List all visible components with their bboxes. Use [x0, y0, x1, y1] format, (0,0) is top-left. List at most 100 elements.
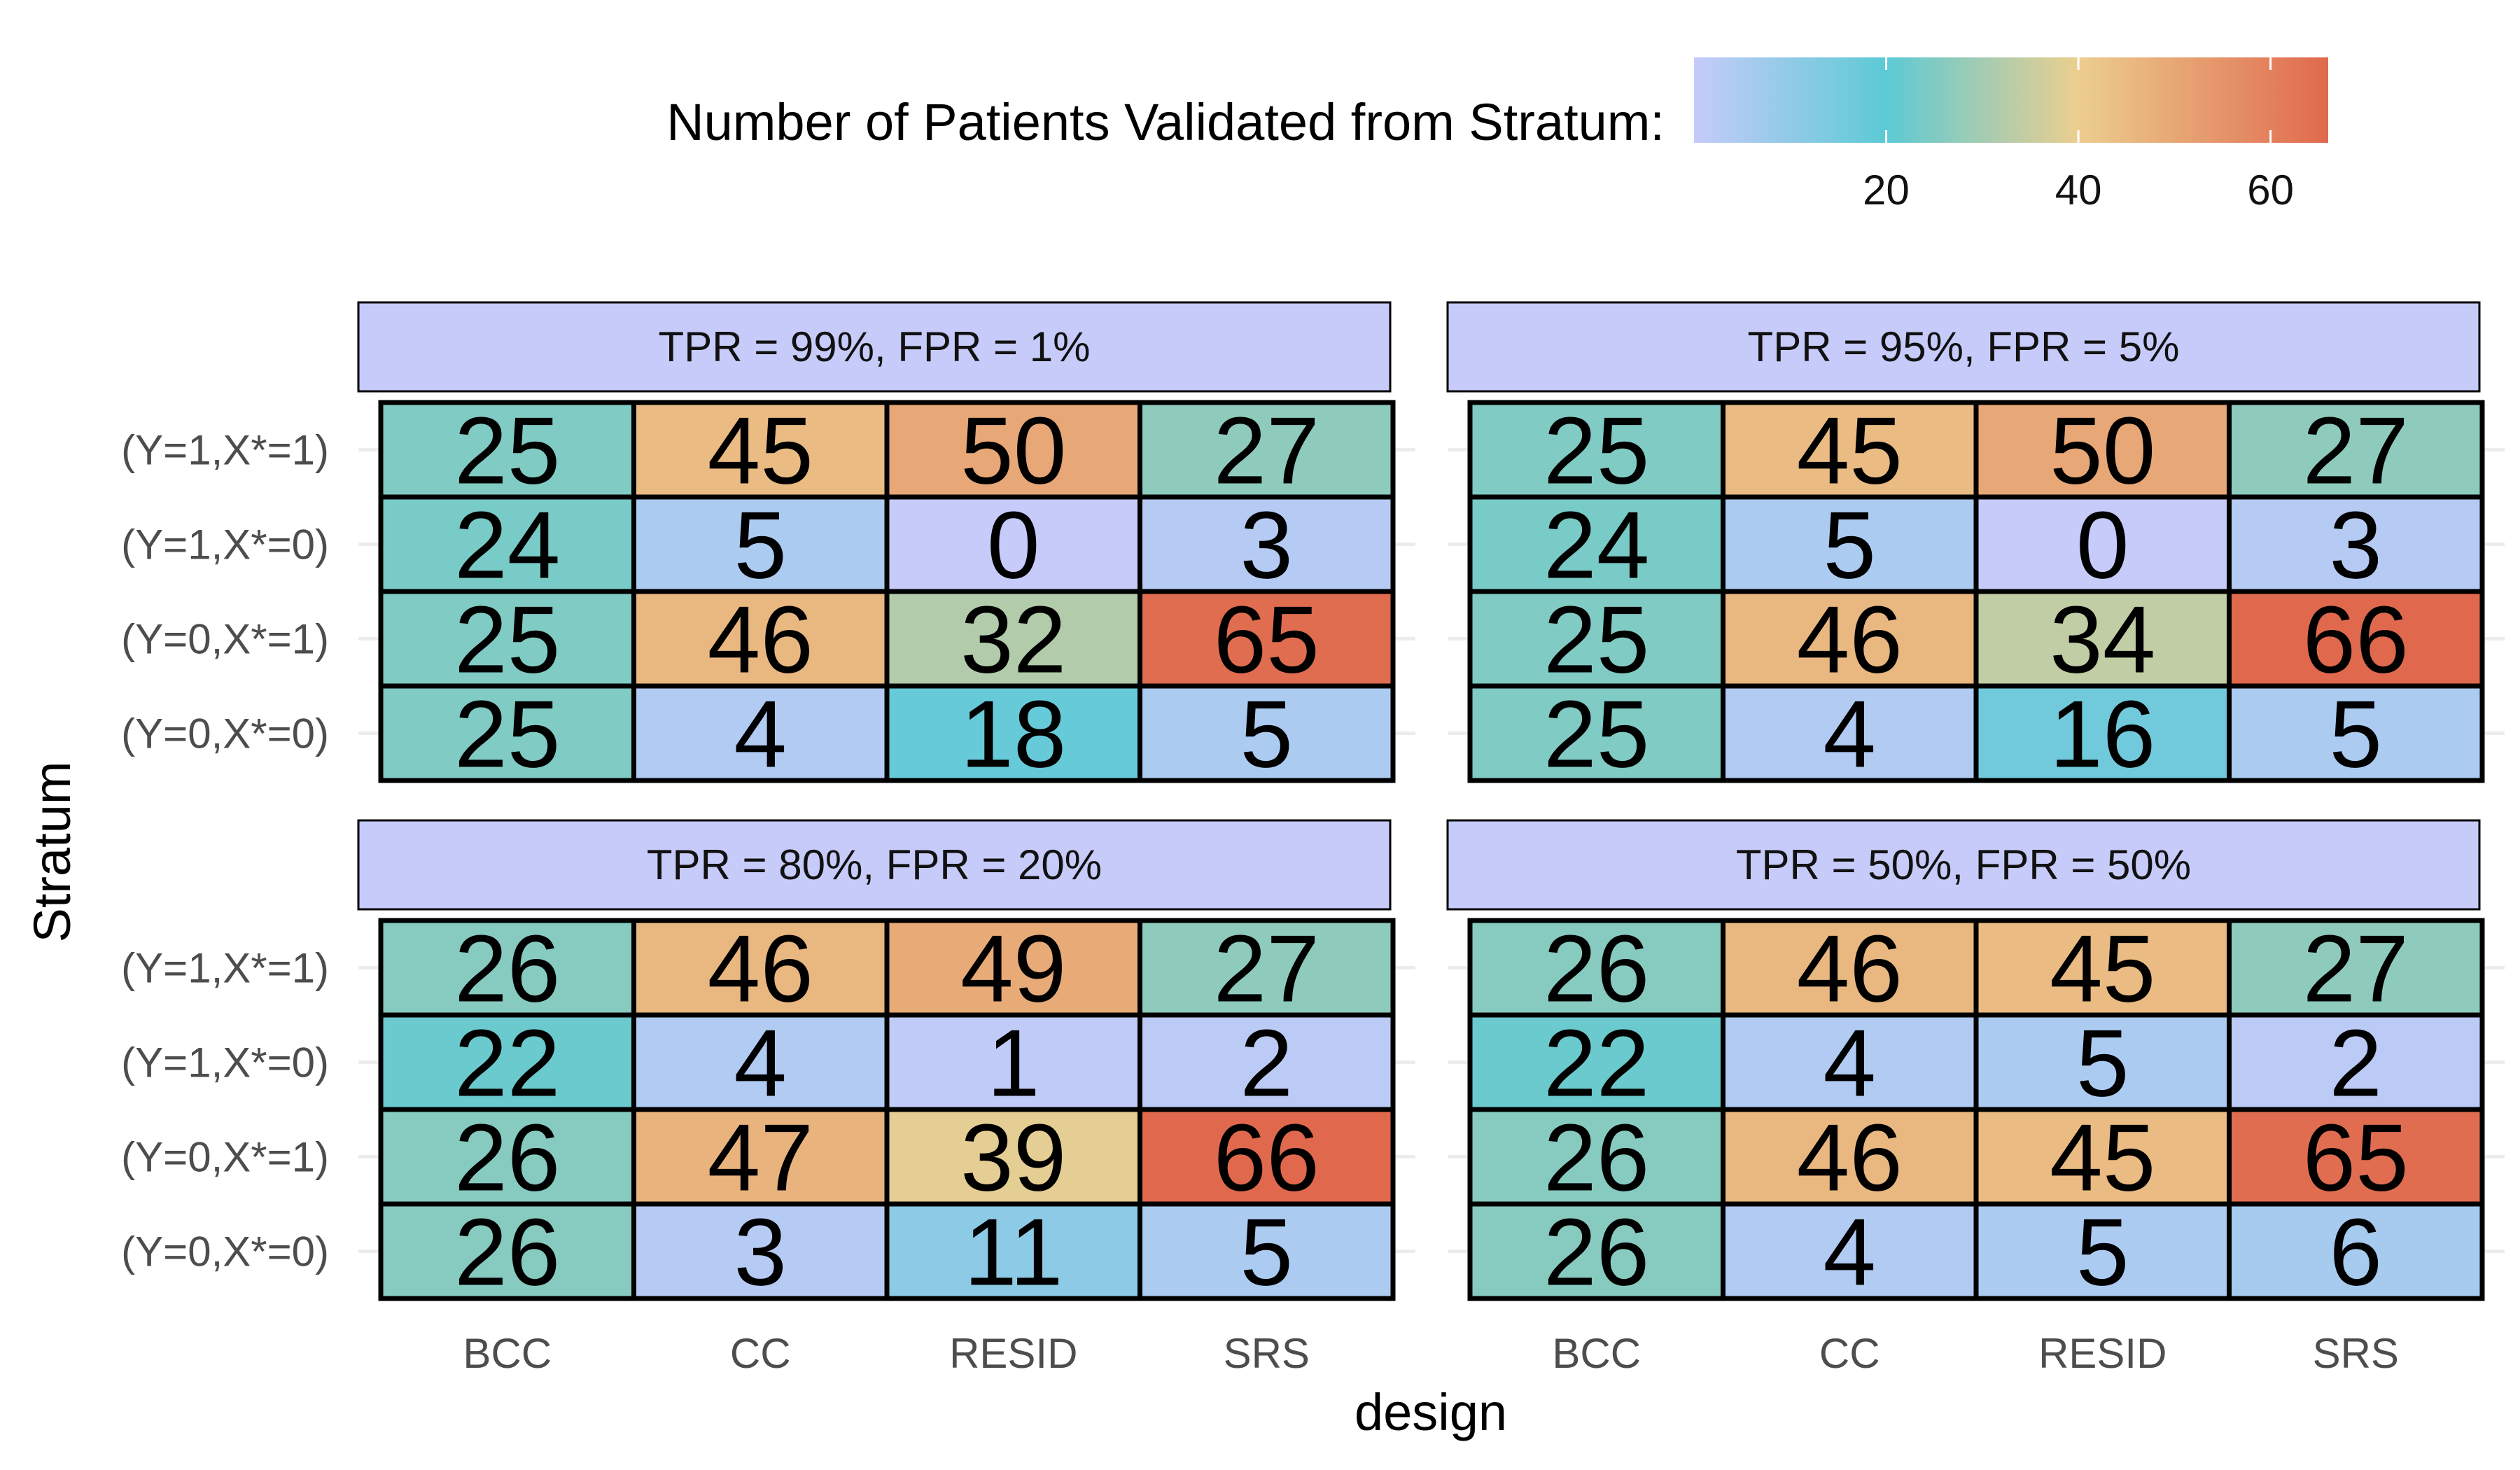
tile-value-label: 5: [1240, 1199, 1293, 1306]
tile-value-label: 16: [2050, 681, 2155, 788]
tile-value-label: 25: [454, 681, 560, 788]
facet-strip: [1446, 301, 2481, 393]
tile-value-label: 24: [454, 492, 560, 598]
tile-value-label: 5: [1240, 681, 1293, 788]
heatmap-tile: [2227, 683, 2485, 783]
facet-strip: [357, 819, 1392, 911]
tile-value-label: 26: [1544, 916, 1649, 1022]
tile-value-label: 45: [2050, 916, 2155, 1022]
heatmap-tile: [1721, 1201, 1979, 1301]
heatmap-tile: [2227, 1201, 2485, 1301]
heatmap-tile: [1138, 589, 1396, 689]
facet-label: TPR = 99%, FPR = 1%: [659, 323, 1091, 370]
heatmap-tile: [2227, 400, 2485, 500]
x-tick-label: CC: [1819, 1330, 1880, 1377]
tile-value-label: 32: [960, 587, 1066, 693]
tile-value-label: 65: [1214, 587, 1320, 693]
legend-tick-label: 40: [2055, 167, 2102, 214]
heatmap-tile: [1138, 683, 1396, 783]
tile-value-label: 45: [2050, 1105, 2155, 1211]
heatmap-tile: [1467, 1201, 1726, 1301]
tile-value-label: 25: [1544, 398, 1649, 504]
tile-value-label: 5: [2076, 1010, 2129, 1116]
tile-value-label: 27: [1214, 916, 1320, 1022]
x-tick-label: BCC: [1552, 1330, 1641, 1377]
x-tick-label: CC: [730, 1330, 791, 1377]
tile-value-label: 18: [960, 681, 1066, 788]
tile-value-label: 4: [734, 1010, 787, 1116]
heatmap-tile: [378, 400, 636, 500]
y-tick-label: (Y=0,X*=1): [121, 1134, 329, 1181]
y-tick-label: (Y=1,X*=1): [121, 427, 329, 474]
tile-value-label: 25: [1544, 587, 1649, 693]
tile-value-label: 27: [2303, 916, 2409, 1022]
facet-label: TPR = 95%, FPR = 5%: [1748, 323, 2180, 370]
tile-value-label: 66: [2303, 587, 2409, 693]
tile-value-label: 50: [960, 398, 1066, 504]
tile-value-label: 22: [1544, 1010, 1649, 1116]
heatmap-tile: [1138, 1201, 1396, 1301]
tile-value-label: 22: [454, 1010, 560, 1116]
tile-value-label: 46: [1797, 587, 1903, 693]
tile-value-label: 66: [1214, 1105, 1320, 1211]
tile-value-label: 3: [734, 1199, 787, 1306]
heatmap-tile: [631, 683, 890, 783]
tile-value-label: 50: [2050, 398, 2155, 504]
x-tick-label: SRS: [2313, 1330, 2399, 1377]
legend-title: Number of Patients Validated from Stratu…: [666, 93, 1665, 151]
y-tick-label: (Y=1,X*=0): [121, 1040, 329, 1086]
tile-value-label: 45: [708, 398, 813, 504]
tile-value-label: 49: [960, 916, 1066, 1022]
x-tick-label: RESID: [949, 1330, 1077, 1377]
tile-value-label: 46: [708, 587, 813, 693]
heatmap-tile: [1973, 1012, 2232, 1112]
tile-value-label: 26: [454, 1199, 560, 1306]
tile-value-label: 25: [454, 398, 560, 504]
heatmap-tile: [1973, 494, 2232, 594]
heatmap-tile: [884, 1107, 1142, 1207]
tile-value-label: 4: [1823, 1199, 1876, 1306]
tile-value-label: 27: [1214, 398, 1320, 504]
tile-value-label: 26: [454, 1105, 560, 1211]
tile-value-label: 26: [1544, 1105, 1649, 1211]
tile-value-label: 3: [2329, 492, 2382, 598]
y-tick-label: (Y=0,X*=0): [121, 1228, 329, 1275]
tile-value-label: 2: [2329, 1010, 2382, 1116]
x-tick-label: SRS: [1224, 1330, 1310, 1377]
x-tick-label: RESID: [2038, 1330, 2166, 1377]
heatmap-tile: [884, 400, 1142, 500]
tile-value-label: 4: [1823, 681, 1876, 788]
legend-tick-label: 20: [1863, 167, 1910, 214]
heatmap-tile: [884, 1012, 1142, 1112]
heatmap-tile: [631, 400, 890, 500]
heatmap-tile: [1721, 918, 1979, 1018]
tile-value-label: 0: [987, 492, 1040, 598]
tile-value-label: 0: [2076, 492, 2129, 598]
facet-label: TPR = 80%, FPR = 20%: [647, 841, 1102, 888]
tile-value-label: 1: [987, 1010, 1040, 1116]
heatmap-tile: [1138, 494, 1396, 594]
heatmap-tile: [2227, 589, 2485, 689]
facet-strip: [357, 301, 1392, 393]
tile-value-label: 25: [1544, 681, 1649, 788]
tile-value-label: 24: [1544, 492, 1649, 598]
x-axis-title: design: [1354, 1383, 1507, 1441]
tile-value-label: 11: [964, 1199, 1063, 1306]
tile-value-label: 26: [454, 916, 560, 1022]
y-axis-title: Stratum: [23, 761, 81, 942]
tile-value-label: 2: [1240, 1010, 1293, 1116]
tile-value-label: 26: [1544, 1199, 1649, 1306]
tile-value-label: 5: [1823, 492, 1876, 598]
heatmap-tile: [631, 1107, 890, 1207]
legend-tick-label: 60: [2247, 167, 2294, 214]
tile-value-label: 46: [1797, 916, 1903, 1022]
legend-colorbar: [1694, 57, 2328, 143]
tile-value-label: 39: [960, 1105, 1066, 1211]
x-tick-label: BCC: [463, 1330, 552, 1377]
facet-strip: [1446, 819, 2481, 911]
